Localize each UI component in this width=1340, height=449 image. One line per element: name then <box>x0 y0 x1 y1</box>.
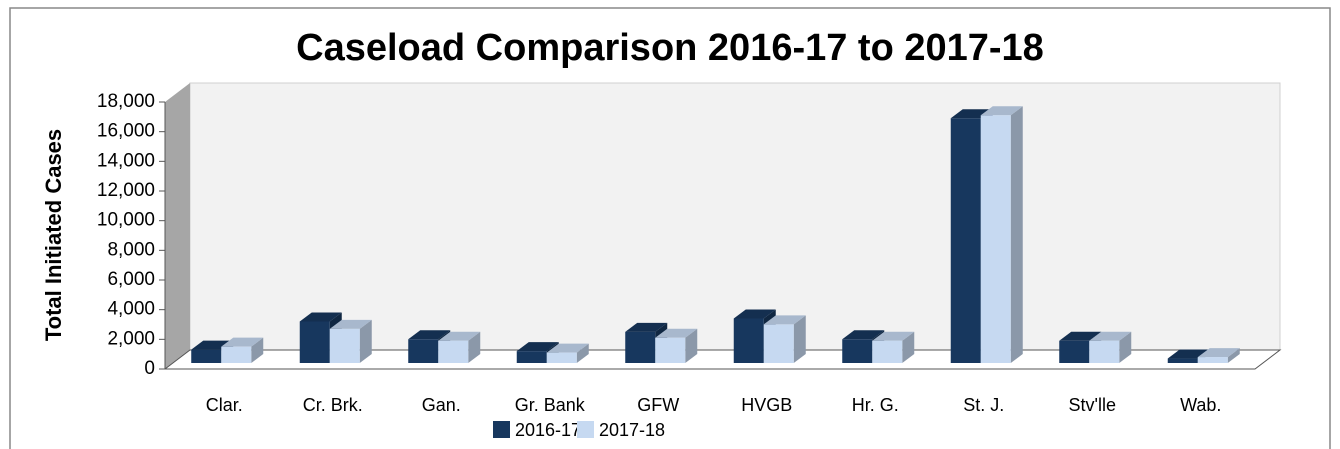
bar <box>655 328 698 363</box>
y-tick-label: 6,000 <box>107 269 155 290</box>
bar-front <box>733 318 764 363</box>
x-tick-label: Cr. Brk. <box>303 395 363 415</box>
bar-front <box>408 339 439 363</box>
bar-top <box>1197 348 1240 358</box>
x-tick-label: Clar. <box>206 395 243 415</box>
bar-front <box>1197 357 1228 363</box>
bar-side <box>359 319 372 363</box>
x-tick-label: Gr. Bank <box>515 395 586 415</box>
y-tick-label: 2,000 <box>107 328 155 349</box>
bar-front <box>546 352 577 363</box>
bar-side <box>902 331 915 363</box>
bar-side <box>685 328 698 363</box>
bar-front <box>1089 340 1120 363</box>
x-tick-label: St. J. <box>963 395 1004 415</box>
y-tick-label: 14,000 <box>97 150 155 171</box>
legend-swatch <box>493 421 510 438</box>
x-tick-label: Wab. <box>1180 395 1221 415</box>
bar-side <box>468 331 481 363</box>
bar-top <box>1059 331 1102 341</box>
bar-side <box>576 343 589 363</box>
legend-label: 2017-18 <box>599 420 665 440</box>
bar-front <box>1167 358 1198 363</box>
y-tick-label: 8,000 <box>107 239 155 260</box>
y-tick-label: 4,000 <box>107 299 155 320</box>
bar-top <box>221 337 264 347</box>
legend-label: 2016-17 <box>515 420 581 440</box>
y-tick-label: 16,000 <box>97 121 155 142</box>
bar-top <box>438 331 481 341</box>
bar <box>1089 331 1132 363</box>
bar <box>546 343 589 363</box>
bar-front <box>191 349 222 363</box>
bar-top <box>625 322 668 332</box>
bar-top <box>763 315 806 325</box>
bar-front <box>842 339 873 363</box>
bar-side <box>251 337 264 363</box>
bar-side <box>1010 106 1023 364</box>
bar-front <box>950 118 981 363</box>
back-wall <box>189 82 1281 351</box>
legend-swatch <box>577 421 594 438</box>
x-tick-label: Hr. G. <box>852 395 899 415</box>
bar-top <box>1089 331 1132 341</box>
bar-top <box>655 328 698 338</box>
bar-top <box>546 343 589 353</box>
bar <box>1197 348 1240 363</box>
side-wall <box>165 83 190 369</box>
bar-top <box>980 106 1023 116</box>
bar <box>763 315 806 363</box>
y-tick-label: 10,000 <box>97 210 155 231</box>
bar-front <box>438 340 469 363</box>
bar-top <box>329 319 372 329</box>
bar-top <box>842 330 885 340</box>
bar-side <box>1119 331 1132 363</box>
bar-front <box>763 324 794 363</box>
bar-front <box>516 351 547 363</box>
x-tick-label: GFW <box>637 395 679 415</box>
y-axis-label: Total Initiated Cases <box>41 129 66 341</box>
bar-front <box>221 346 252 363</box>
bar <box>872 331 915 363</box>
x-tick-label: HVGB <box>741 395 792 415</box>
x-tick-label: Stv'lle <box>1069 395 1116 415</box>
bar-front <box>655 337 686 363</box>
bar-front <box>299 321 330 363</box>
bar-front <box>625 331 656 363</box>
bar <box>221 337 264 363</box>
bar-top <box>516 342 559 352</box>
bar-top <box>299 312 342 322</box>
bar-top <box>408 330 451 340</box>
y-tick-label: 0 <box>144 358 155 379</box>
bar <box>329 319 372 363</box>
bar-top <box>733 309 776 319</box>
chart-title: Caseload Comparison 2016-17 to 2017-18 <box>296 27 1044 69</box>
x-tick-label: Gan. <box>422 395 461 415</box>
bar-front <box>1059 340 1090 363</box>
bar-front <box>872 340 903 363</box>
y-tick-label: 12,000 <box>97 180 155 201</box>
bar <box>438 331 481 363</box>
bar-top <box>872 331 915 341</box>
bar-front <box>329 328 360 363</box>
bar <box>980 106 1023 364</box>
y-tick-label: 18,000 <box>97 91 155 112</box>
bar-side <box>1227 348 1240 363</box>
bar-side <box>793 315 806 363</box>
bar-front <box>980 115 1011 364</box>
